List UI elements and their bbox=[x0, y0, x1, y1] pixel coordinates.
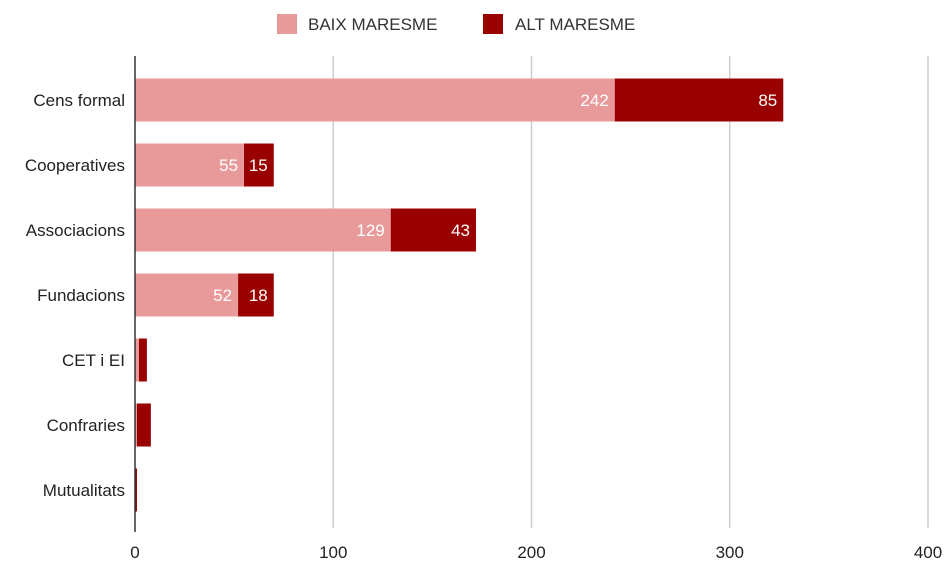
category-label: Confraries bbox=[47, 416, 125, 435]
x-tick-label: 400 bbox=[914, 543, 942, 561]
data-label: 15 bbox=[249, 156, 268, 175]
bar-segment bbox=[136, 403, 151, 447]
category-labels: Cens formal Cooperatives Associacions Funda… bbox=[25, 91, 125, 500]
x-tick-label: 100 bbox=[319, 543, 347, 561]
category-label: Mutualitats bbox=[43, 481, 125, 500]
legend-swatch bbox=[483, 14, 503, 34]
bar-segment bbox=[138, 338, 147, 382]
bar-segment bbox=[614, 78, 784, 122]
bar-segment bbox=[135, 273, 239, 317]
x-axis-tick-labels: 0 100 200 300 400 bbox=[130, 543, 942, 561]
category-label: Fundacions bbox=[37, 286, 125, 305]
bar-segment bbox=[244, 143, 274, 187]
bar-segment bbox=[390, 208, 476, 252]
legend-swatch bbox=[277, 14, 297, 34]
x-tick-label: 300 bbox=[716, 543, 744, 561]
legend: BAIX MARESME ALT MARESME bbox=[277, 14, 635, 34]
bar-segment bbox=[135, 78, 615, 122]
data-label: 242 bbox=[580, 91, 608, 110]
x-tick-label: 0 bbox=[130, 543, 139, 561]
data-label: 18 bbox=[249, 286, 268, 305]
gridlines bbox=[332, 56, 929, 528]
legend-label: ALT MARESME bbox=[515, 15, 635, 34]
bar-segment bbox=[238, 273, 274, 317]
bar-segment bbox=[135, 338, 139, 382]
category-label: Associacions bbox=[26, 221, 125, 240]
category-label: CET i EI bbox=[62, 351, 125, 370]
bars bbox=[135, 78, 784, 512]
data-label: 43 bbox=[451, 221, 470, 240]
bar-segment bbox=[135, 208, 391, 252]
data-label: 85 bbox=[758, 91, 777, 110]
data-label: 129 bbox=[356, 221, 384, 240]
category-label: Cens formal bbox=[33, 91, 125, 110]
data-label: 52 bbox=[213, 286, 232, 305]
data-label: 55 bbox=[219, 156, 238, 175]
x-tick-label: 200 bbox=[517, 543, 545, 561]
category-label: Cooperatives bbox=[25, 156, 125, 175]
data-labels: 242 85 55 15 129 43 52 18 bbox=[213, 91, 777, 305]
legend-label: BAIX MARESME bbox=[308, 15, 437, 34]
bar-segment bbox=[135, 468, 137, 512]
bar-segment bbox=[135, 143, 245, 187]
bar-segment bbox=[135, 403, 137, 447]
